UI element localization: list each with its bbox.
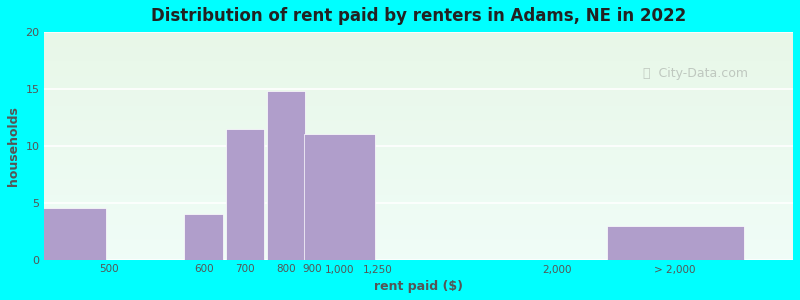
Title: Distribution of rent paid by renters in Adams, NE in 2022: Distribution of rent paid by renters in … (151, 7, 686, 25)
Bar (606, 226, 744, 260)
X-axis label: rent paid ($): rent paid ($) (374, 280, 463, 293)
Bar (226, 129, 264, 260)
Bar (185, 214, 223, 260)
Bar (303, 134, 375, 260)
Y-axis label: households: households (7, 106, 20, 186)
Bar (267, 91, 306, 260)
Text: ⓘ  City-Data.com: ⓘ City-Data.com (643, 67, 748, 80)
Bar (7, 208, 106, 260)
